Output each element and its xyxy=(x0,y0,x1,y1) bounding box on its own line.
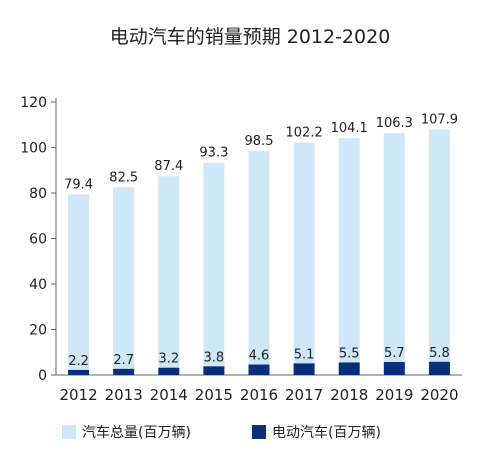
bar-total xyxy=(113,187,135,375)
y-tick-label: 20 xyxy=(29,323,47,339)
x-tick-label: 2013 xyxy=(105,386,143,404)
data-label-total: 102.2 xyxy=(286,125,323,140)
y-tick-label: 80 xyxy=(29,186,47,202)
x-tick-label: 2019 xyxy=(375,386,413,404)
bar-total xyxy=(383,133,405,375)
bar-total xyxy=(338,138,360,375)
data-label-total: 107.9 xyxy=(421,113,458,128)
legend-item-ev: 电动汽车(百万辆) xyxy=(252,422,381,442)
bar-total xyxy=(68,194,90,375)
bar-ev xyxy=(248,364,270,375)
x-tick-label: 2016 xyxy=(240,386,278,404)
x-tick-label: 2018 xyxy=(330,386,368,404)
data-label-total: 79.4 xyxy=(64,177,93,192)
data-label-ev: 5.5 xyxy=(339,346,360,361)
x-tick-label: 2017 xyxy=(285,386,323,404)
legend-label-ev: 电动汽车(百万辆) xyxy=(272,425,381,441)
bar-ev xyxy=(338,362,360,375)
legend-swatch-total xyxy=(62,425,76,439)
y-tick-label: 60 xyxy=(29,232,47,248)
y-tick-label: 120 xyxy=(20,95,47,111)
x-tick-label: 2020 xyxy=(420,386,458,404)
data-label-ev: 2.2 xyxy=(68,354,89,369)
bar-ev xyxy=(68,369,90,375)
bar-total xyxy=(158,176,180,375)
data-label-total: 104.1 xyxy=(331,121,368,136)
bar-total xyxy=(428,129,450,375)
data-label-ev: 4.6 xyxy=(249,349,270,364)
bar-ev xyxy=(428,361,450,375)
data-label-ev: 5.1 xyxy=(294,347,315,362)
bar-ev xyxy=(293,363,315,375)
legend-item-total: 汽车总量(百万辆) xyxy=(62,422,191,442)
y-tick-label: 0 xyxy=(38,368,47,384)
bar-total xyxy=(248,150,270,375)
bar-total xyxy=(293,142,315,375)
x-tick-label: 2012 xyxy=(59,386,97,404)
y-tick-label: 40 xyxy=(29,277,47,293)
bar-ev xyxy=(383,362,405,375)
data-label-ev: 3.8 xyxy=(204,350,225,365)
data-label-ev: 5.8 xyxy=(429,346,450,361)
data-label-ev: 5.7 xyxy=(384,346,405,361)
data-label-total: 93.3 xyxy=(199,146,228,161)
bar-ev xyxy=(158,367,180,375)
chart-title: 电动汽车的销量预期 2012-2020 xyxy=(109,26,391,48)
data-label-total: 106.3 xyxy=(376,116,413,131)
data-label-total: 82.5 xyxy=(109,170,138,185)
data-label-ev: 3.2 xyxy=(158,352,179,367)
x-tick-label: 2015 xyxy=(195,386,233,404)
bar-ev xyxy=(113,368,135,375)
x-tick-label: 2014 xyxy=(150,386,188,404)
legend-swatch-ev xyxy=(252,425,266,439)
bar-ev xyxy=(203,366,225,375)
bar-total xyxy=(203,162,225,375)
data-label-total: 87.4 xyxy=(154,159,183,174)
legend-label-total: 汽车总量(百万辆) xyxy=(82,425,191,441)
y-tick-label: 100 xyxy=(20,141,47,157)
data-label-ev: 2.7 xyxy=(113,353,134,368)
data-label-total: 98.5 xyxy=(245,134,274,149)
